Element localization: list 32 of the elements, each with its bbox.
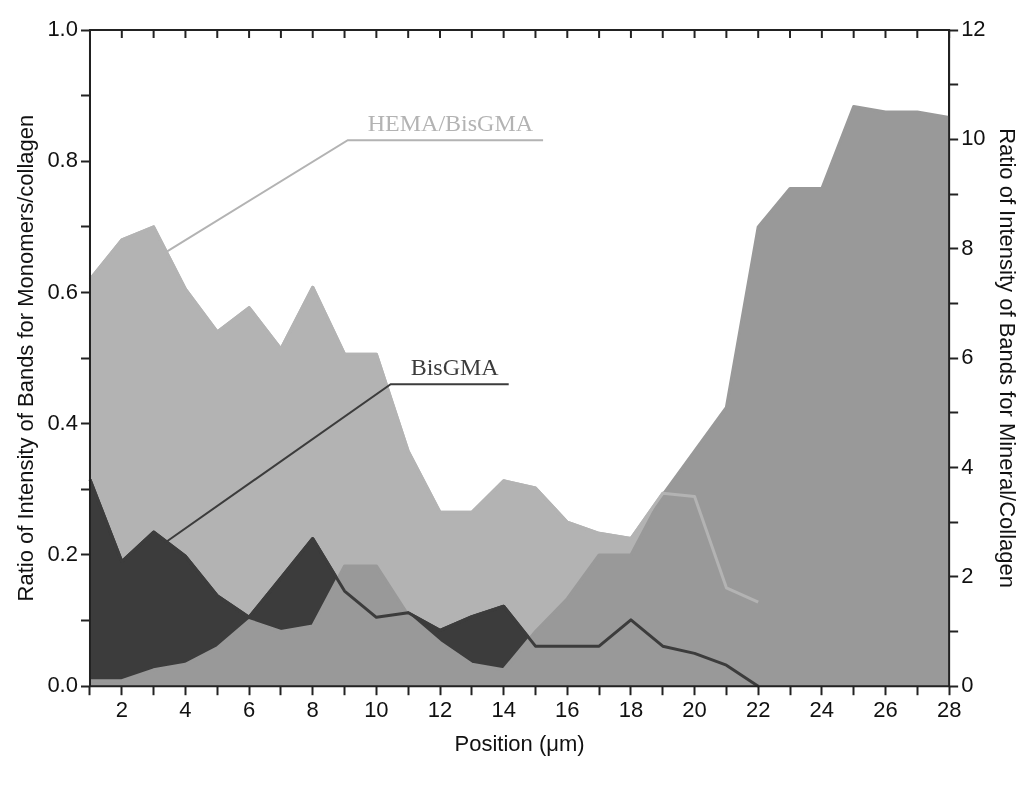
x-tick-label: 24 bbox=[809, 697, 835, 723]
y2-tick-label: 2 bbox=[961, 562, 974, 588]
y2-tick-label: 10 bbox=[961, 125, 986, 151]
x-tick-label: 4 bbox=[179, 697, 192, 723]
x-axis-title: Position (μm) bbox=[454, 730, 585, 756]
x-tick-label: 12 bbox=[427, 697, 453, 723]
x-tick-label: 2 bbox=[115, 697, 128, 723]
x-tick-label: 20 bbox=[682, 697, 707, 723]
text: BisGMA bbox=[410, 353, 500, 380]
text: HEMA/BisGMA bbox=[367, 109, 534, 136]
y-axis-title: Ratio of Intensity of Bands for Monomers/collagen bbox=[13, 114, 39, 602]
y-tick-label: 0.4 bbox=[47, 409, 78, 435]
x-tick-label: 26 bbox=[873, 697, 898, 723]
y-tick-label: 0.2 bbox=[47, 541, 78, 567]
y2-axis-title: Ratio of Intensity of Bands for Mineral/Collagen bbox=[994, 128, 1020, 589]
y2-tick-label: 12 bbox=[961, 16, 986, 42]
y-tick-label: 0.8 bbox=[47, 147, 78, 173]
x-tick-label: 14 bbox=[491, 697, 516, 723]
x-tick-label: 28 bbox=[936, 697, 962, 723]
y-tick-label: 1.0 bbox=[47, 16, 78, 42]
y-tick-label: 0.6 bbox=[47, 278, 78, 304]
y2-tick-label: 4 bbox=[961, 453, 974, 479]
y2-tick-label: 6 bbox=[961, 344, 974, 370]
x-tick-label: 6 bbox=[242, 697, 256, 723]
x-tick-label: 16 bbox=[555, 697, 580, 723]
y-tick-label: 0.0 bbox=[47, 672, 78, 698]
y2-tick-label: 0 bbox=[961, 672, 974, 698]
x-tick-label: 8 bbox=[306, 697, 319, 723]
x-tick-label: 10 bbox=[364, 697, 389, 723]
x-tick-label: 18 bbox=[618, 697, 644, 723]
x-tick-label: 22 bbox=[745, 697, 771, 723]
y2-tick-label: 8 bbox=[961, 234, 974, 260]
